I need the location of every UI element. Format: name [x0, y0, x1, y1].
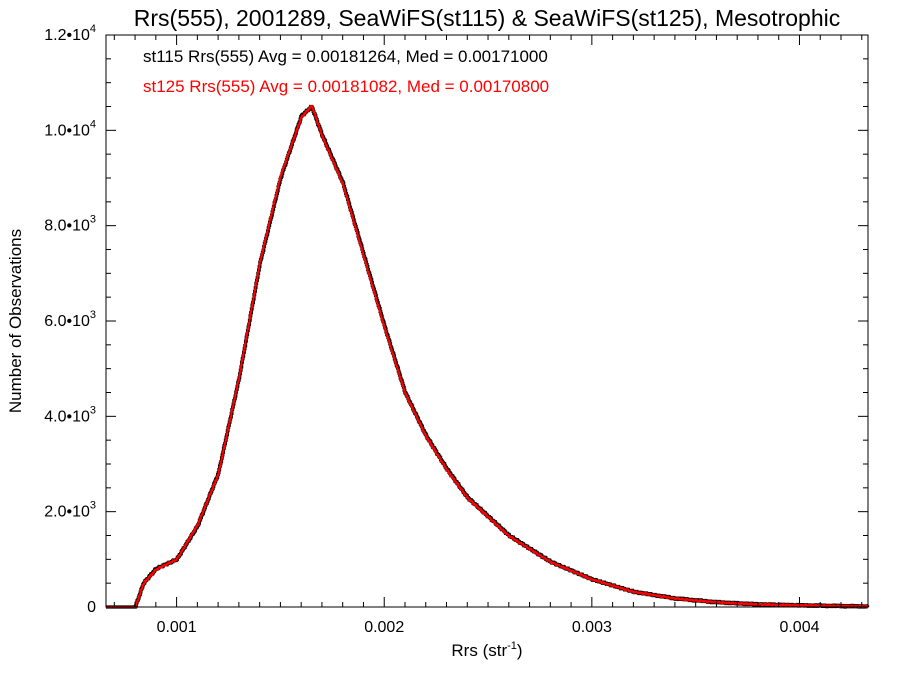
x-axis-label-end: ) [517, 641, 523, 660]
annotation-st115: st115 Rrs(555) Avg = 0.00181264, Med = 0… [143, 47, 548, 66]
series-layer [106, 104, 870, 609]
chart-title: Rrs(555), 2001289, SeaWiFS(st115) & SeaW… [134, 5, 840, 31]
series-line-1 [106, 104, 870, 609]
y-tick-label: 6.0•103 [44, 309, 96, 330]
y-tick-label: 2.0•103 [44, 500, 96, 521]
y-tick-label: 1.0•104 [44, 118, 96, 139]
y-axis-label: Number of Observations [6, 229, 25, 413]
x-axis: 0.001 0.002 0.003 0.004 [113, 35, 863, 636]
x-tick-label: 0.004 [779, 619, 819, 636]
series-line-2 [106, 105, 869, 608]
x-tick-label: 0.002 [364, 619, 404, 636]
y-tick-label: 0 [87, 599, 96, 616]
y-axis: 0 2.0•103 4.0•103 6.0•103 8.0•103 1.0•104 1.2•… [44, 23, 868, 616]
plot-frame [105, 34, 869, 608]
annotation-st125: st125 Rrs(555) Avg = 0.00181082, Med = 0… [143, 77, 549, 96]
y-tick-label: 8.0•103 [44, 214, 96, 235]
x-axis-label-sup: -1 [507, 640, 517, 652]
y-tick-label: 4.0•103 [44, 404, 96, 425]
x-tick-label: 0.003 [572, 619, 612, 636]
x-axis-label: Rrs (str-1) [451, 640, 522, 660]
y-tick-label: 1.2•104 [44, 23, 96, 44]
x-axis-label-main: Rrs (str [451, 641, 507, 660]
x-tick-label: 0.001 [157, 619, 197, 636]
